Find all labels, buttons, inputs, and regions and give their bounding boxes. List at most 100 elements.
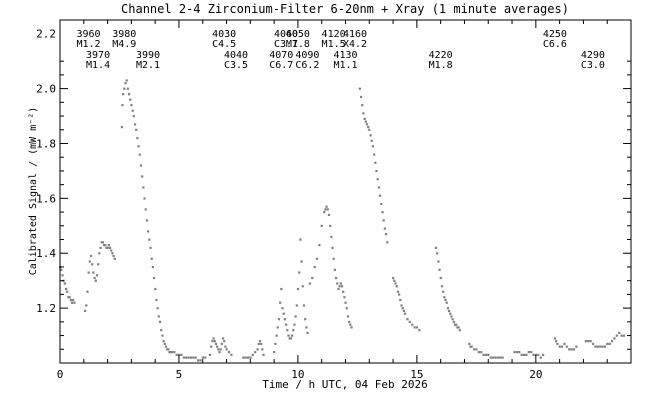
data-point bbox=[66, 290, 69, 293]
data-point bbox=[296, 287, 300, 291]
data-point bbox=[150, 257, 153, 260]
data-point bbox=[244, 356, 247, 359]
data-point bbox=[157, 315, 160, 318]
y-tick-label: 1.6 bbox=[36, 192, 56, 205]
data-point bbox=[277, 318, 281, 321]
data-point bbox=[381, 211, 384, 214]
flare-label-number: 4220 bbox=[429, 50, 453, 61]
data-point bbox=[214, 342, 218, 345]
data-point bbox=[213, 340, 216, 343]
flare-label-class: C3.0 bbox=[581, 60, 605, 71]
data-point bbox=[64, 287, 68, 291]
data-point bbox=[334, 276, 338, 280]
data-point bbox=[393, 279, 396, 282]
data-point bbox=[331, 246, 334, 249]
data-point bbox=[142, 186, 145, 189]
data-point bbox=[249, 356, 252, 359]
data-point bbox=[365, 123, 369, 126]
flare-label-number: 4030 bbox=[212, 29, 236, 40]
data-point bbox=[587, 340, 590, 343]
data-point bbox=[396, 290, 400, 293]
data-point bbox=[608, 342, 611, 345]
data-point bbox=[589, 340, 592, 343]
data-point bbox=[262, 353, 265, 356]
data-point bbox=[315, 257, 319, 260]
data-point bbox=[220, 342, 223, 345]
data-point bbox=[86, 290, 89, 293]
data-point bbox=[208, 353, 212, 356]
data-point bbox=[374, 161, 377, 164]
data-point bbox=[123, 87, 126, 90]
data-point bbox=[323, 211, 326, 214]
data-point bbox=[283, 318, 287, 321]
data-point bbox=[160, 329, 163, 332]
data-point bbox=[129, 98, 132, 101]
data-point bbox=[295, 304, 298, 307]
data-point bbox=[168, 351, 171, 354]
data-point bbox=[192, 356, 195, 359]
flare-label-class: M1.5 bbox=[322, 39, 346, 50]
x-tick-label: 5 bbox=[176, 368, 183, 381]
flare-label-class: C6.7 bbox=[269, 60, 293, 71]
data-point bbox=[369, 134, 372, 137]
data-point bbox=[408, 320, 411, 324]
data-point bbox=[287, 334, 290, 337]
data-point bbox=[257, 342, 260, 345]
data-point bbox=[280, 287, 283, 291]
data-point bbox=[132, 115, 135, 118]
data-point bbox=[487, 353, 490, 356]
data-point bbox=[144, 208, 147, 211]
data-point bbox=[350, 326, 353, 329]
data-point bbox=[304, 318, 307, 321]
data-point bbox=[518, 351, 521, 354]
data-point bbox=[261, 348, 264, 351]
data-point bbox=[204, 356, 207, 359]
data-point bbox=[530, 351, 533, 354]
data-point bbox=[260, 342, 263, 345]
x-tick-label: 15 bbox=[410, 368, 423, 381]
data-point bbox=[469, 345, 472, 348]
flare-label-number: 3990 bbox=[136, 50, 160, 61]
data-point bbox=[337, 287, 340, 291]
data-point bbox=[91, 263, 94, 266]
data-point bbox=[436, 252, 439, 255]
data-point bbox=[131, 109, 134, 112]
data-point bbox=[111, 252, 114, 255]
data-point bbox=[83, 309, 87, 313]
data-point bbox=[89, 254, 93, 258]
data-point bbox=[339, 282, 342, 285]
data-point bbox=[501, 356, 504, 359]
data-point bbox=[553, 337, 557, 340]
data-point bbox=[145, 219, 149, 222]
data-point bbox=[456, 326, 459, 329]
data-point bbox=[133, 123, 137, 126]
flare-label-number: 4040 bbox=[224, 50, 248, 61]
data-point bbox=[113, 257, 116, 260]
data-point bbox=[216, 345, 219, 348]
data-point bbox=[415, 326, 419, 329]
flare-label-number: 3980 bbox=[112, 29, 136, 40]
data-point bbox=[345, 307, 348, 310]
data-point bbox=[370, 139, 373, 142]
data-point bbox=[348, 320, 351, 324]
data-point bbox=[294, 315, 297, 318]
data-point bbox=[201, 356, 204, 359]
data-point bbox=[613, 337, 616, 340]
data-point bbox=[358, 87, 361, 90]
data-point bbox=[340, 285, 344, 288]
data-point bbox=[349, 323, 352, 326]
flare-label-class: M4.9 bbox=[112, 39, 136, 50]
data-point bbox=[136, 136, 139, 140]
data-point bbox=[225, 348, 228, 351]
data-points bbox=[59, 79, 626, 362]
data-point bbox=[217, 348, 220, 351]
flare-label-class: X4.2 bbox=[343, 39, 367, 50]
data-point bbox=[484, 353, 488, 356]
data-point bbox=[539, 356, 542, 359]
data-point bbox=[108, 246, 112, 249]
data-point bbox=[376, 178, 379, 181]
data-point bbox=[343, 296, 346, 299]
data-point bbox=[606, 342, 609, 345]
